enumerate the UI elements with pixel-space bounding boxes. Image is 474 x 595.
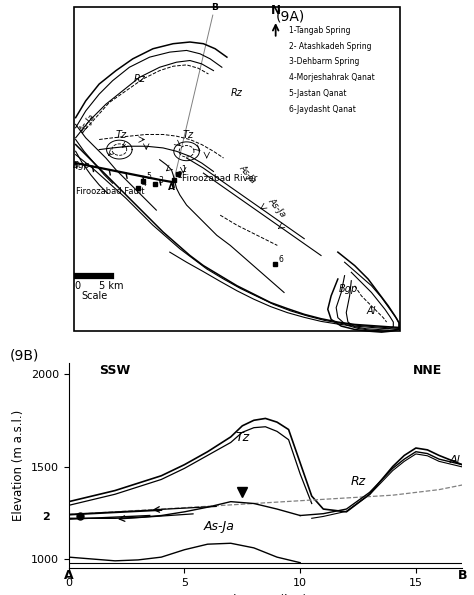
Text: Tz: Tz xyxy=(182,130,194,140)
Text: NNE: NNE xyxy=(413,364,442,377)
Text: B: B xyxy=(457,569,467,582)
Text: As-Ja: As-Ja xyxy=(78,112,97,135)
Text: 0: 0 xyxy=(74,281,81,291)
Text: A: A xyxy=(64,569,73,582)
Text: 6-Jaydasht Qanat: 6-Jaydasht Qanat xyxy=(289,105,356,114)
Text: 5 km: 5 km xyxy=(99,281,123,291)
Text: 6: 6 xyxy=(278,255,283,264)
Text: 5-Jastan Qanat: 5-Jastan Qanat xyxy=(289,89,346,98)
Text: Rz: Rz xyxy=(350,475,365,488)
Text: 3-Dehbarm Spring: 3-Dehbarm Spring xyxy=(289,57,359,67)
Text: 5: 5 xyxy=(146,172,151,181)
Text: 2: 2 xyxy=(177,171,182,180)
Text: 1-Tangab Spring: 1-Tangab Spring xyxy=(289,26,351,35)
Text: As-Ja: As-Ja xyxy=(237,164,257,185)
Text: (9A): (9A) xyxy=(276,10,305,23)
Text: Bgp: Bgp xyxy=(73,161,91,170)
Text: Firoozabad Fault: Firoozabad Fault xyxy=(76,187,145,196)
Text: Scale: Scale xyxy=(81,291,107,301)
Y-axis label: Elevation (m a.s.l.): Elevation (m a.s.l.) xyxy=(12,410,25,521)
Text: (9B): (9B) xyxy=(9,348,39,362)
Text: Al: Al xyxy=(367,306,376,317)
Text: 2: 2 xyxy=(42,512,49,522)
Text: Firoozabad River: Firoozabad River xyxy=(182,174,257,183)
Text: SSW: SSW xyxy=(100,364,131,377)
Text: 2- Atashkadeh Spring: 2- Atashkadeh Spring xyxy=(289,42,372,51)
Text: B: B xyxy=(211,3,218,12)
Text: Rz: Rz xyxy=(231,88,243,98)
X-axis label: Distance (km): Distance (km) xyxy=(224,593,307,595)
Text: 4-Morjeshahrak Qanat: 4-Morjeshahrak Qanat xyxy=(289,73,375,82)
Text: A: A xyxy=(168,183,175,192)
Text: N: N xyxy=(271,4,281,17)
Text: As-Ja: As-Ja xyxy=(267,196,288,219)
Text: 1: 1 xyxy=(182,165,186,174)
Text: Tz: Tz xyxy=(235,431,249,444)
Text: Rz: Rz xyxy=(134,74,146,84)
Text: Bgp: Bgp xyxy=(338,284,357,295)
Text: As-Ja: As-Ja xyxy=(204,520,235,533)
Text: 4: 4 xyxy=(141,179,146,188)
Text: Tz: Tz xyxy=(116,130,127,140)
Text: Al: Al xyxy=(450,455,461,465)
Text: 3: 3 xyxy=(158,176,163,184)
